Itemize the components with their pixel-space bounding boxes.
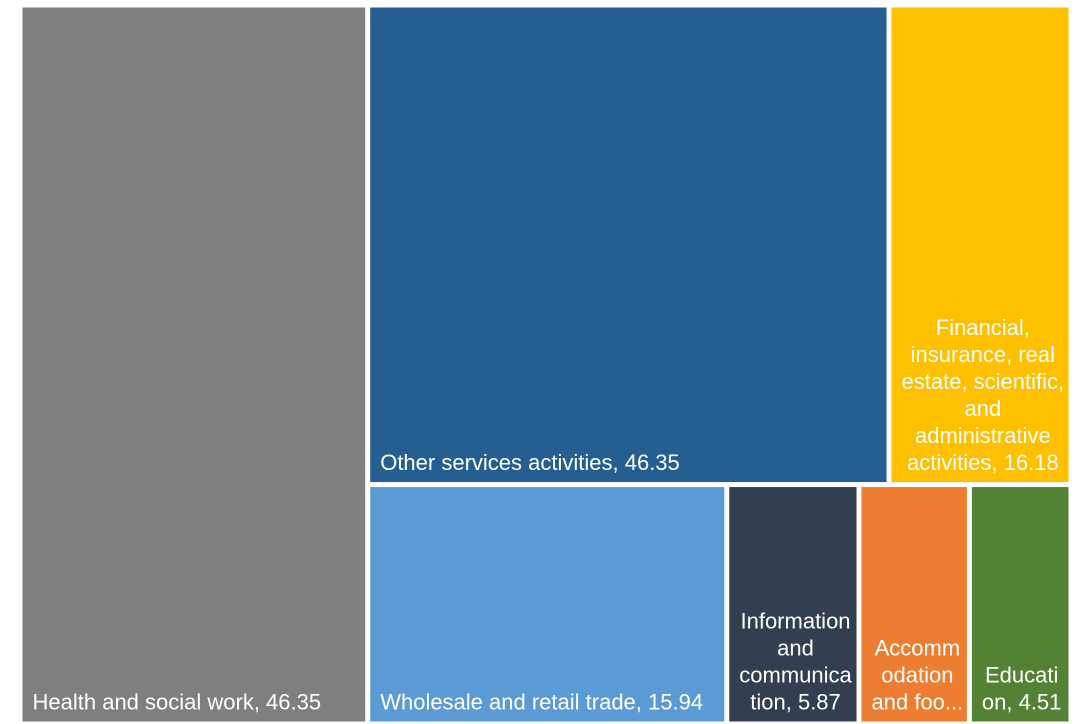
label-line: Other services activities, 46.35 xyxy=(380,450,680,475)
tile-label: Educati on, 4.51 xyxy=(982,663,1062,715)
label-line: Financial, xyxy=(936,315,1030,340)
tile xyxy=(370,7,887,483)
tile xyxy=(861,487,967,722)
tile-label: Other services activities, 46.35 xyxy=(380,450,680,475)
label-line: Health and social work, 46.35 xyxy=(33,690,322,715)
tile xyxy=(370,487,725,722)
tile-label: Information and communica tion, 5.87 xyxy=(739,609,852,715)
tile-label: Accomm odation and foo... xyxy=(872,636,964,715)
tile xyxy=(22,7,366,722)
tile-label: Financial, insurance, real estate, scienti… xyxy=(902,315,1065,475)
label-line: estate, scientific, xyxy=(902,369,1065,394)
label-line: and xyxy=(964,396,1001,421)
label-line: odation xyxy=(881,663,953,688)
label-line: Educati xyxy=(985,663,1058,688)
label-line: Wholesale and retail trade, 15.94 xyxy=(380,690,703,715)
label-line: Information xyxy=(740,609,850,634)
label-line: and xyxy=(777,636,814,661)
label-line: on, 4.51 xyxy=(982,690,1062,715)
tile-label: Health and social work, 46.35 xyxy=(33,690,322,715)
label-line: Accomm xyxy=(875,636,961,661)
tile xyxy=(891,7,1069,483)
tile xyxy=(971,487,1069,722)
label-line: activities, 16.18 xyxy=(907,450,1059,475)
label-line: insurance, real xyxy=(911,342,1055,367)
label-line: communica xyxy=(739,663,852,688)
label-line: and foo... xyxy=(872,690,964,715)
label-line: administrative xyxy=(915,423,1051,448)
label-line: tion, 5.87 xyxy=(750,690,841,715)
tile-label: Wholesale and retail trade, 15.94 xyxy=(380,690,703,715)
tile xyxy=(729,487,857,722)
